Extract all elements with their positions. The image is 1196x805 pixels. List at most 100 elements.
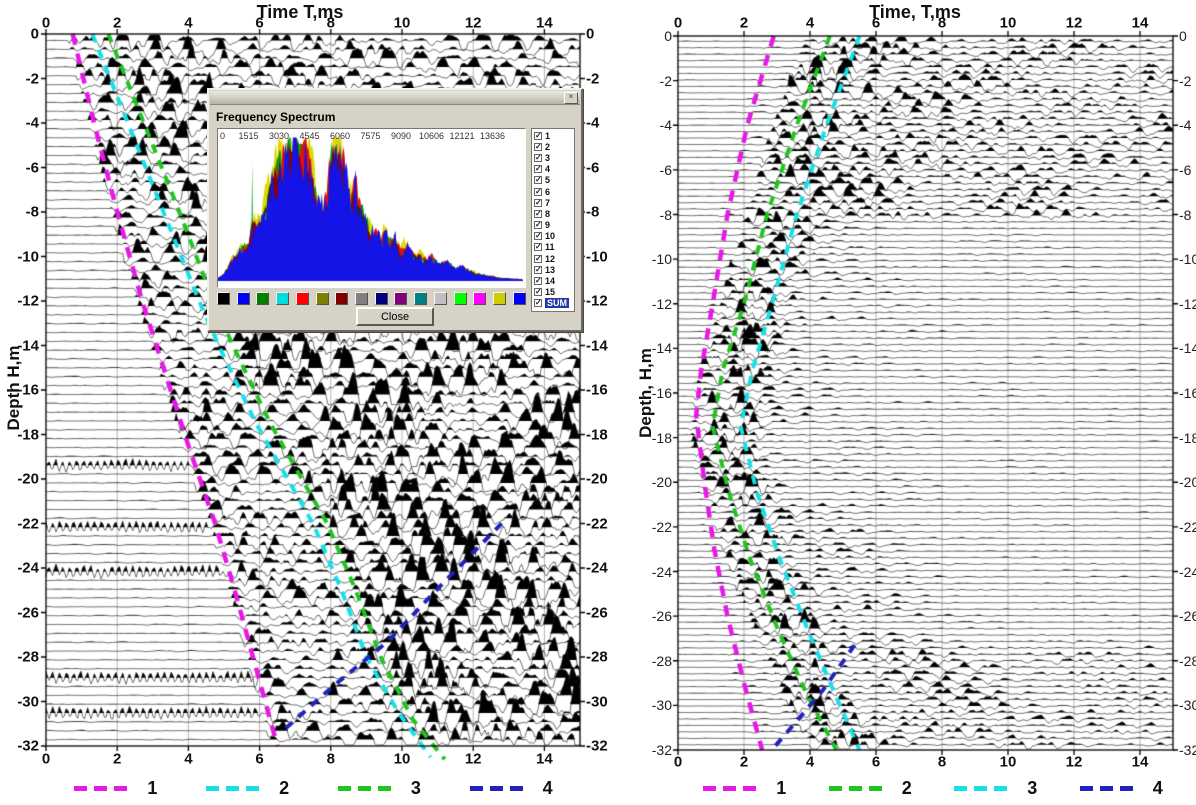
channel-label: 2 [545, 141, 551, 152]
frequency-tick-label: 4545 [299, 131, 320, 141]
channel-row-2[interactable]: ✓ 2 [534, 141, 574, 152]
channel-row-10[interactable]: ✓ 10 [534, 231, 574, 242]
channel-row-14[interactable]: ✓ 14 [534, 275, 574, 286]
channel-label: 12 [545, 253, 556, 264]
right-panel-ylabel: Depth, H,m [636, 348, 655, 438]
color-swatch-15[interactable] [493, 291, 507, 305]
color-swatch-13[interactable] [453, 291, 467, 305]
checkbox-icon[interactable]: ✓ [534, 186, 542, 196]
frequency-tick-label: 1515 [238, 131, 259, 141]
color-swatch-6[interactable] [315, 291, 329, 305]
channel-row-11[interactable]: ✓ 11 [534, 242, 574, 253]
color-swatch-4[interactable] [276, 291, 290, 305]
checkbox-icon[interactable]: ✓ [534, 141, 542, 151]
legend-label: 2 [279, 777, 290, 798]
checkbox-icon[interactable]: ✓ [534, 298, 542, 308]
legend-dash-icon [206, 785, 265, 791]
color-swatch-11[interactable] [414, 291, 428, 305]
channel-row-8[interactable]: ✓ 8 [534, 208, 574, 219]
checkbox-icon[interactable]: ✓ [534, 164, 542, 174]
dialog-close-icon[interactable]: × [564, 92, 578, 104]
checkbox-icon[interactable]: ✓ [534, 242, 542, 252]
color-swatch-14[interactable] [473, 291, 487, 305]
left-panel-title: Time T,ms [256, 2, 344, 22]
color-swatch-9[interactable] [374, 291, 388, 305]
checkbox-icon[interactable]: ✓ [534, 175, 542, 185]
channel-label: 10 [545, 231, 556, 242]
checkbox-icon[interactable]: ✓ [534, 287, 542, 297]
legend-item-2: 2 [828, 777, 912, 799]
frequency-tick-label: 7575 [360, 131, 381, 141]
legend-label: 2 [901, 777, 912, 798]
color-swatch-5[interactable] [295, 291, 309, 305]
channel-label: 15 [545, 287, 556, 298]
color-swatch-12[interactable] [433, 291, 447, 305]
legend-dash-icon [469, 785, 528, 791]
spectrum-canvas [218, 129, 523, 285]
right-panel-title: Time, T,ms [869, 2, 961, 22]
checkbox-icon[interactable]: ✓ [534, 152, 542, 162]
channel-row-1[interactable]: ✓ 1 [534, 130, 574, 141]
channel-label: 1 [545, 130, 551, 141]
frequency-spectrum-dialog: × Frequency Spectrum 0 1515 3030 4545 6060 75… [207, 88, 583, 332]
left-panel-ylabel: Depth H,m [4, 345, 23, 431]
channel-row-5[interactable]: ✓ 5 [534, 175, 574, 186]
legend-item-2: 2 [206, 778, 289, 799]
channel-row-12[interactable]: ✓ 12 [534, 253, 574, 264]
dialog-titlebar[interactable]: × [210, 91, 580, 105]
channel-label: 7 [545, 197, 551, 208]
color-swatch-2[interactable] [236, 291, 250, 305]
legend-label: 3 [410, 777, 421, 798]
color-swatch-7[interactable] [335, 291, 349, 305]
checkbox-icon[interactable]: ✓ [534, 197, 542, 207]
frequency-tick-label: 0 [220, 131, 226, 141]
channel-label: 6 [545, 186, 551, 197]
legend-label: 4 [1152, 777, 1163, 798]
checkbox-icon[interactable]: ✓ [534, 253, 542, 263]
channel-row-6[interactable]: ✓ 6 [534, 186, 574, 197]
legend-dash-icon [703, 785, 762, 791]
color-swatch-8[interactable] [355, 291, 369, 305]
legend-dash-icon [337, 785, 396, 791]
legend-dash-icon [954, 785, 1013, 791]
checkbox-icon[interactable]: ✓ [534, 130, 542, 140]
channel-row-15[interactable]: ✓ 15 [534, 287, 574, 298]
dialog-title: Frequency Spectrum [216, 110, 336, 124]
checkbox-icon[interactable]: ✓ [534, 208, 542, 218]
channel-list: ✓ 1 ✓ 2 ✓ 3 ✓ 4 ✓ 5 ✓ 6 ✓ 7 ✓ 8 ✓ 9 ✓ 10 ✓ 11 ✓ 12 ✓ 13 ✓ 14 ✓ 15 ✓ SUM [531, 128, 575, 312]
channel-label: 4 [545, 164, 551, 175]
frequency-tick-label: 9090 [390, 131, 411, 141]
channel-row-SUM[interactable]: ✓ SUM [534, 298, 574, 309]
legend-item-4: 4 [1079, 777, 1163, 799]
legend-item-4: 4 [469, 777, 553, 799]
channel-row-13[interactable]: ✓ 13 [534, 264, 574, 275]
channel-row-7[interactable]: ✓ 7 [534, 197, 574, 208]
channel-row-4[interactable]: ✓ 4 [534, 164, 574, 175]
channel-label: 13 [545, 264, 556, 275]
checkbox-icon[interactable]: ✓ [534, 264, 542, 274]
channel-label: 5 [545, 175, 551, 186]
channel-row-3[interactable]: ✓ 3 [534, 152, 574, 163]
spectrum-plot: 0 1515 3030 4545 6060 7575 9090 10606 12121 13636 [217, 128, 526, 288]
color-swatch-3[interactable] [256, 291, 270, 305]
color-swatch-16[interactable] [512, 291, 526, 305]
channel-row-9[interactable]: ✓ 9 [534, 220, 574, 231]
channel-label: 11 [545, 242, 555, 253]
color-swatch-row [217, 290, 526, 306]
color-swatch-10[interactable] [394, 291, 408, 305]
checkbox-icon[interactable]: ✓ [534, 231, 542, 241]
frequency-tick-label: 10606 [418, 131, 445, 141]
color-swatch-1[interactable] [217, 291, 230, 305]
left-panel-legend: 1 2 3 4 [50, 774, 577, 802]
legend-label: 4 [542, 777, 553, 798]
checkbox-icon[interactable]: ✓ [534, 220, 542, 230]
frequency-tick-label: 12121 [449, 131, 475, 141]
legend-dash-icon [74, 785, 133, 791]
channel-label: 14 [545, 276, 556, 287]
channel-label: 3 [545, 152, 551, 163]
legend-dash-icon [1079, 785, 1138, 791]
channel-label: 9 [545, 220, 551, 231]
checkbox-icon[interactable]: ✓ [534, 276, 542, 286]
close-button[interactable]: Close [356, 307, 434, 326]
